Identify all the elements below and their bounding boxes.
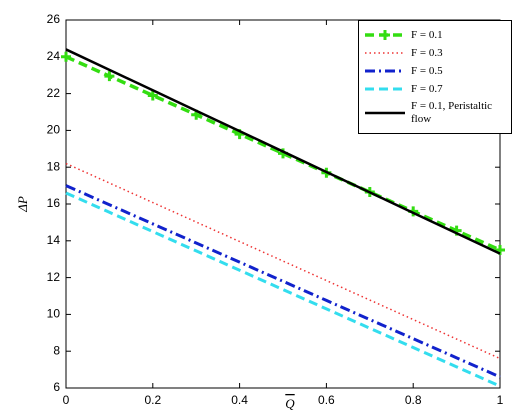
y-tick-label: 20 — [47, 123, 61, 137]
legend-label: F = 0.1, Peristaltic flow — [411, 100, 493, 125]
legend-label: F = 0.1 — [411, 28, 443, 41]
y-axis-label: ΔP — [15, 196, 30, 213]
y-tick-label: 12 — [47, 270, 61, 284]
series-line — [65, 191, 501, 388]
legend-label: F = 0.3 — [411, 46, 443, 59]
legend-item: F = 0.7 — [359, 82, 511, 96]
y-tick-label: 22 — [47, 86, 61, 100]
legend-item: F = 0.1 — [359, 28, 511, 42]
legend-item: F = 0.3 — [359, 46, 511, 60]
y-tick-label: 16 — [47, 196, 61, 210]
legend-swatch — [365, 87, 405, 91]
legend-item: F = 0.1, Peristaltic flow — [359, 100, 511, 126]
series-line — [65, 162, 501, 360]
legend-swatch — [365, 111, 405, 115]
series-line — [65, 48, 501, 255]
y-tick-label: 8 — [53, 343, 60, 357]
series-line — [65, 184, 501, 379]
y-tick-label: 10 — [47, 307, 61, 321]
x-tick-label: 0.2 — [144, 393, 161, 407]
x-axis-label: Q — [285, 396, 295, 411]
series-line — [65, 55, 501, 252]
point-marker — [104, 71, 115, 82]
y-tick-label: 24 — [47, 49, 61, 63]
x-tick-label: 0.8 — [405, 393, 422, 407]
legend-swatch — [365, 52, 405, 54]
legend-label: F = 0.7 — [411, 82, 443, 95]
y-tick-label: 26 — [47, 12, 61, 26]
y-tick-label: 6 — [53, 380, 60, 394]
legend: F = 0.1 F = 0.3 F = 0.5 F = 0.7 F = 0.1, Per… — [358, 20, 512, 134]
legend-swatch — [365, 69, 405, 73]
legend-swatch — [365, 30, 405, 40]
x-tick-label: 0.4 — [231, 393, 248, 407]
legend-marker — [380, 30, 390, 40]
point-marker — [147, 90, 158, 101]
y-tick-label: 18 — [47, 159, 61, 173]
y-tick-label: 14 — [47, 233, 61, 247]
point-marker — [61, 51, 71, 62]
x-tick-label: 0 — [63, 393, 70, 407]
legend-label: F = 0.5 — [411, 64, 443, 77]
x-tick-label: 0.6 — [318, 393, 335, 407]
legend-item: F = 0.5 — [359, 64, 511, 78]
x-tick-label: 1 — [497, 393, 504, 407]
